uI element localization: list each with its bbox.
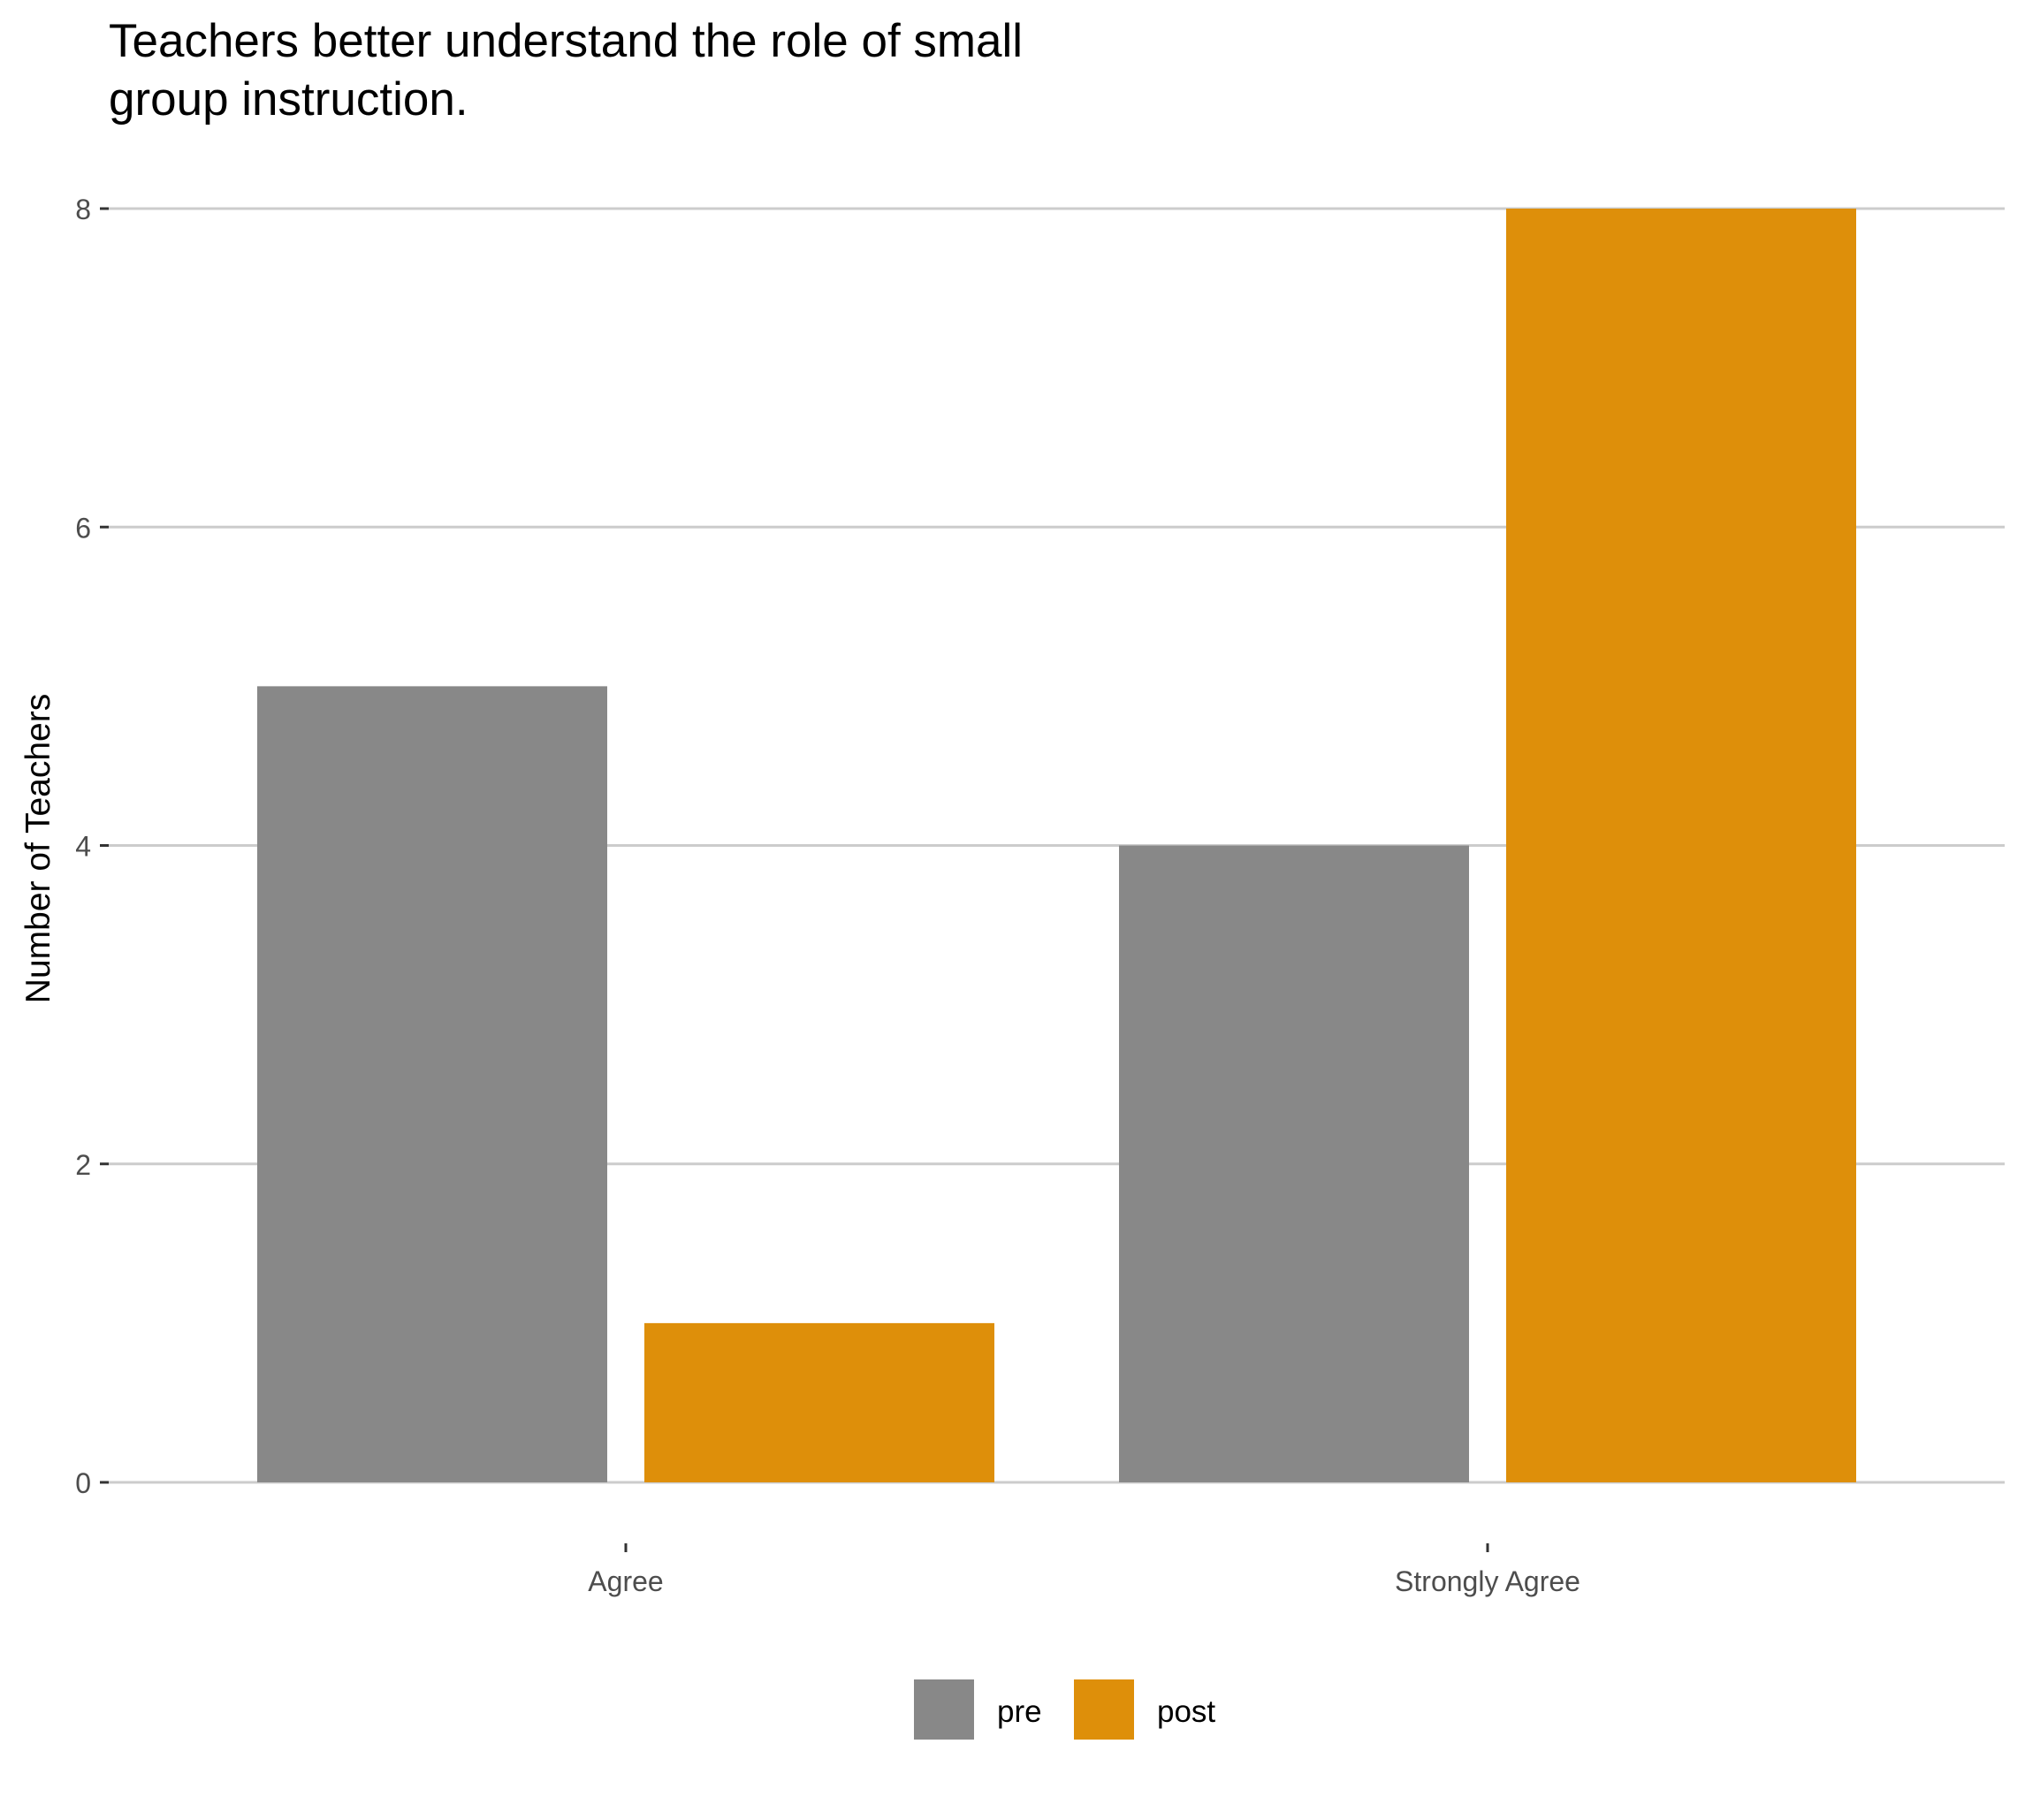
x-tick-label: Agree	[588, 1565, 663, 1597]
y-tick-label: 6	[75, 512, 91, 544]
y-tick-label: 8	[75, 194, 91, 225]
bars	[257, 209, 1856, 1482]
y-tick-label: 2	[75, 1149, 91, 1181]
legend: pre post	[914, 1679, 1215, 1740]
legend-label: pre	[997, 1694, 1042, 1729]
chart-title: Teachers better understand the role of s…	[109, 15, 1023, 126]
legend-swatch	[914, 1679, 974, 1740]
legend-item-post: post	[1074, 1679, 1215, 1740]
chart-title-line-1: Teachers better understand the role of s…	[109, 15, 1023, 67]
legend-label: post	[1157, 1694, 1215, 1729]
bar-pre-agree	[257, 686, 607, 1482]
bar-pre-strongly-agree	[1119, 845, 1469, 1482]
bar-post-agree	[644, 1322, 994, 1482]
x-axis: Agree Strongly Agree	[588, 1543, 1580, 1597]
legend-swatch	[1074, 1679, 1134, 1740]
y-tick-label: 0	[75, 1467, 91, 1499]
y-tick-label: 4	[75, 831, 91, 863]
y-axis-label: Number of Teachers	[19, 694, 57, 1003]
bar-post-strongly-agree	[1506, 209, 1856, 1482]
chart-title-line-2: group instruction.	[109, 73, 468, 126]
legend-item-pre: pre	[914, 1679, 1042, 1740]
y-axis: 0 2 4 6 8	[75, 194, 109, 1499]
x-tick-label: Strongly Agree	[1395, 1565, 1580, 1597]
